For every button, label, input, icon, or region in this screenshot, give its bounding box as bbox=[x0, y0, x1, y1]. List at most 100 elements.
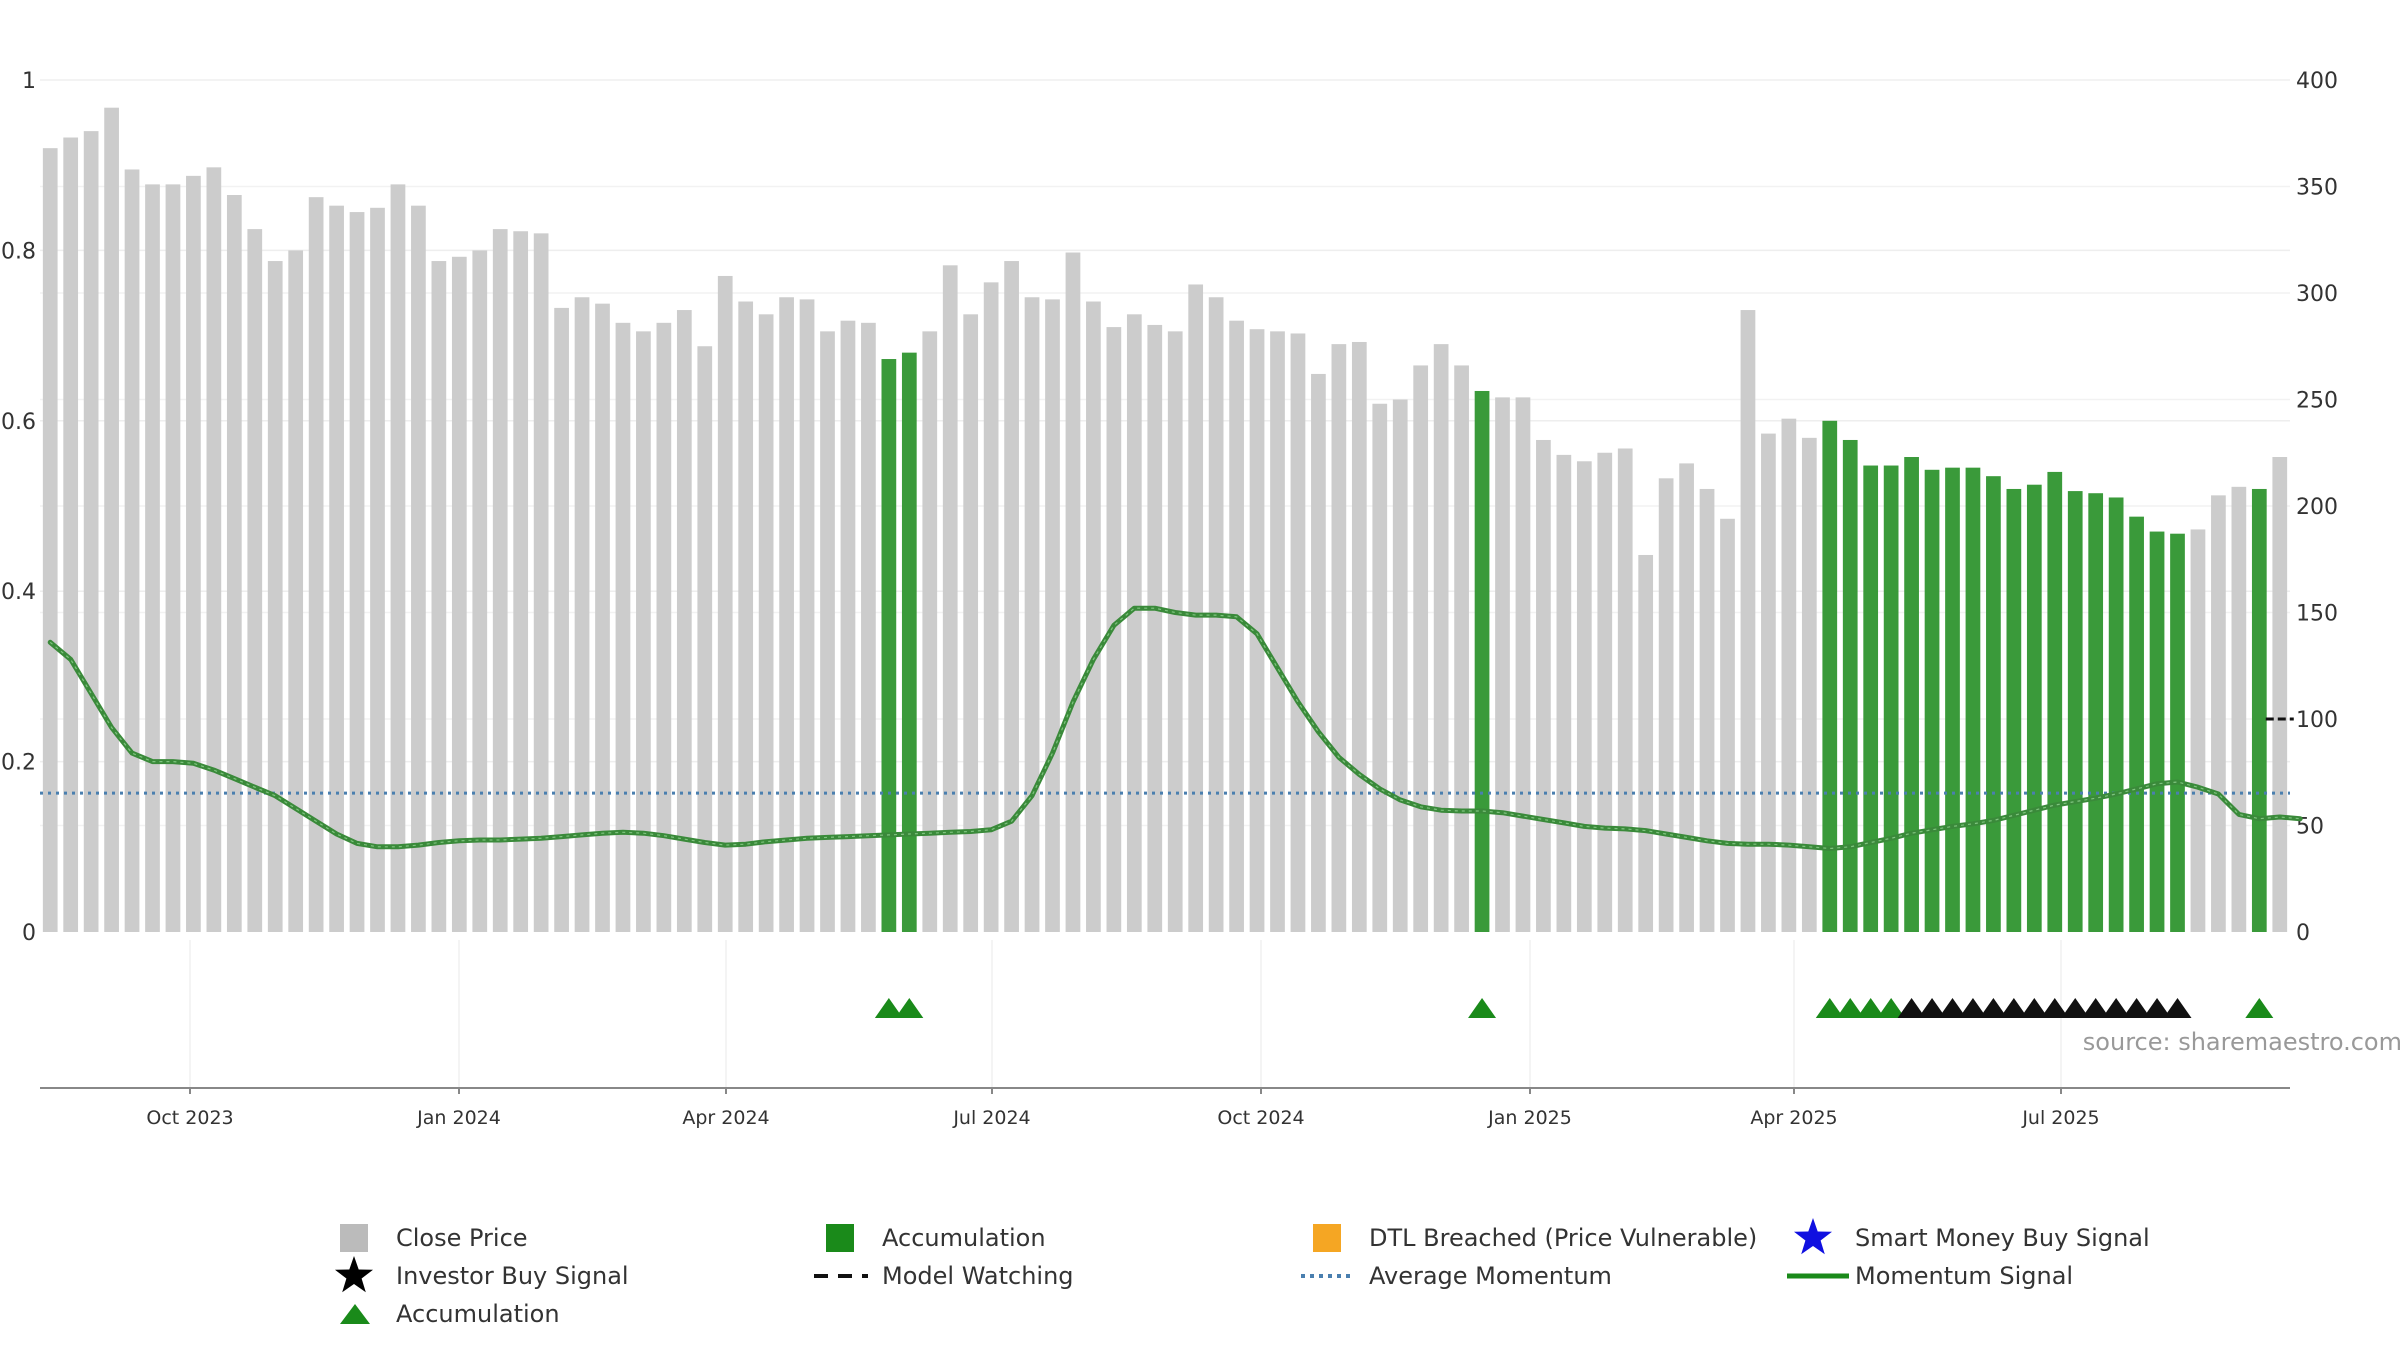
y-right-tick-label: 100 bbox=[2296, 708, 2338, 733]
accumulation-bar bbox=[1474, 390, 1490, 933]
accumulation-triangle bbox=[1836, 998, 1865, 1018]
close-price-bar bbox=[1413, 365, 1429, 932]
close-price-bar bbox=[1270, 331, 1285, 933]
close-price-bar bbox=[145, 184, 160, 932]
close-price-bar bbox=[267, 261, 283, 932]
close-price-bar bbox=[656, 322, 672, 932]
legend-item: Smart Money Buy Signal bbox=[1794, 1218, 2150, 1255]
legend-orange-square-icon bbox=[1313, 1224, 1341, 1252]
legend-label: Close Price bbox=[396, 1224, 528, 1252]
close-price-bar bbox=[1147, 324, 1163, 932]
y-right-tick-label: 250 bbox=[2296, 389, 2338, 414]
accumulation-triangle bbox=[1815, 998, 1844, 1018]
accumulation-bar bbox=[1945, 467, 1960, 932]
investor-triangle bbox=[2020, 998, 2049, 1018]
close-price-bar bbox=[390, 184, 406, 932]
accumulation-triangle bbox=[874, 998, 903, 1018]
close-price-bar bbox=[1781, 418, 1797, 932]
y-left-tick-label: 0.6 bbox=[1, 410, 36, 435]
close-price-bar bbox=[2211, 495, 2226, 932]
close-price-bar bbox=[1454, 365, 1469, 932]
accumulation-bar bbox=[2108, 497, 2124, 932]
accumulation-bar bbox=[1986, 476, 2001, 932]
close-price-bar bbox=[1167, 331, 1183, 933]
close-price-bar bbox=[574, 297, 590, 932]
close-price-bar bbox=[431, 261, 447, 932]
close-price-bar bbox=[513, 231, 529, 933]
close-price-bar bbox=[83, 131, 99, 932]
accumulation-triangle bbox=[1877, 998, 1906, 1018]
close-price-bar bbox=[758, 314, 774, 932]
legend-item: Close Price bbox=[340, 1224, 528, 1252]
close-price-bar bbox=[942, 265, 958, 932]
source-watermark: source: sharemaestro.com bbox=[2083, 1028, 2400, 1056]
close-price-bar bbox=[492, 229, 508, 933]
close-price-bar bbox=[717, 275, 733, 933]
close-price-bar bbox=[349, 212, 365, 932]
close-price-bar bbox=[963, 314, 979, 932]
investor-triangle bbox=[1979, 998, 2008, 1018]
x-tick-label: Apr 2025 bbox=[1750, 1107, 1837, 1129]
investor-triangle bbox=[2102, 998, 2131, 1018]
close-price-bar bbox=[1720, 518, 1735, 932]
close-price-bar bbox=[922, 331, 938, 933]
legend-label: Average Momentum bbox=[1369, 1262, 1612, 1290]
legend-label: Model Watching bbox=[882, 1262, 1074, 1290]
close-price-bar bbox=[1536, 439, 1551, 932]
close-price-bar bbox=[697, 346, 713, 932]
close-price-bar bbox=[1086, 301, 1101, 932]
close-price-bar bbox=[472, 250, 488, 932]
legend-label: Accumulation bbox=[396, 1300, 560, 1328]
momentum-signal-line bbox=[47, 605, 2303, 851]
x-tick-label: Apr 2024 bbox=[682, 1107, 769, 1129]
legend-label: Smart Money Buy Signal bbox=[1855, 1224, 2150, 1252]
close-price-bar bbox=[2231, 486, 2247, 932]
close-price-bar bbox=[738, 301, 754, 932]
accumulation-triangle bbox=[895, 998, 924, 1018]
accumulation-bar bbox=[881, 359, 897, 932]
close-price-bar bbox=[206, 167, 222, 932]
legend-black-star-icon bbox=[335, 1256, 373, 1293]
close-price-bar bbox=[1679, 463, 1694, 932]
close-price-bar bbox=[1556, 454, 1572, 932]
accumulation-bar bbox=[1822, 420, 1838, 932]
legend-label: Momentum Signal bbox=[1855, 1262, 2073, 1290]
investor-triangle bbox=[1958, 998, 1987, 1018]
close-price-bar bbox=[1351, 341, 1367, 932]
accumulation-triangle bbox=[2245, 998, 2274, 1018]
accumulation-bar bbox=[2006, 488, 2022, 932]
close-price-bar bbox=[861, 322, 876, 932]
accumulation-bar bbox=[1924, 469, 1940, 932]
x-tick-label: Jul 2024 bbox=[952, 1107, 1030, 1129]
legend-item: Accumulation bbox=[826, 1224, 1046, 1252]
close-price-bar bbox=[1433, 344, 1449, 932]
x-tick-label: Oct 2024 bbox=[1217, 1107, 1304, 1129]
close-price-bar bbox=[1331, 344, 1347, 932]
close-price-bar bbox=[636, 331, 651, 933]
y-left-tick-label: 0.2 bbox=[1, 751, 36, 776]
close-price-bar bbox=[247, 229, 263, 933]
close-price-bar bbox=[1801, 437, 1817, 932]
close-price-bar bbox=[799, 299, 815, 932]
close-price-bar bbox=[1658, 478, 1674, 932]
close-price-bar bbox=[308, 197, 324, 932]
close-price-bar bbox=[1392, 399, 1408, 932]
legend-item: Model Watching bbox=[814, 1262, 1074, 1290]
close-price-bar bbox=[2272, 457, 2288, 932]
accumulation-bar bbox=[1965, 467, 1981, 932]
close-price-bar bbox=[124, 169, 140, 932]
investor-triangle bbox=[1897, 998, 1926, 1018]
close-price-bar bbox=[1495, 397, 1510, 932]
investor-triangle bbox=[2040, 998, 2069, 1018]
x-tick-label: Jan 2025 bbox=[1487, 1107, 1572, 1129]
legend-item: Momentum Signal bbox=[1787, 1262, 2073, 1290]
y-right-tick-label: 150 bbox=[2296, 602, 2338, 627]
close-price-bar bbox=[1638, 554, 1654, 932]
close-price-bar bbox=[1372, 403, 1388, 932]
legend-label: Accumulation bbox=[882, 1224, 1046, 1252]
accumulation-bar bbox=[1904, 457, 1919, 932]
close-price-bar bbox=[1045, 299, 1060, 932]
close-price-bar bbox=[1126, 314, 1142, 932]
close-price-bar bbox=[1188, 284, 1204, 933]
